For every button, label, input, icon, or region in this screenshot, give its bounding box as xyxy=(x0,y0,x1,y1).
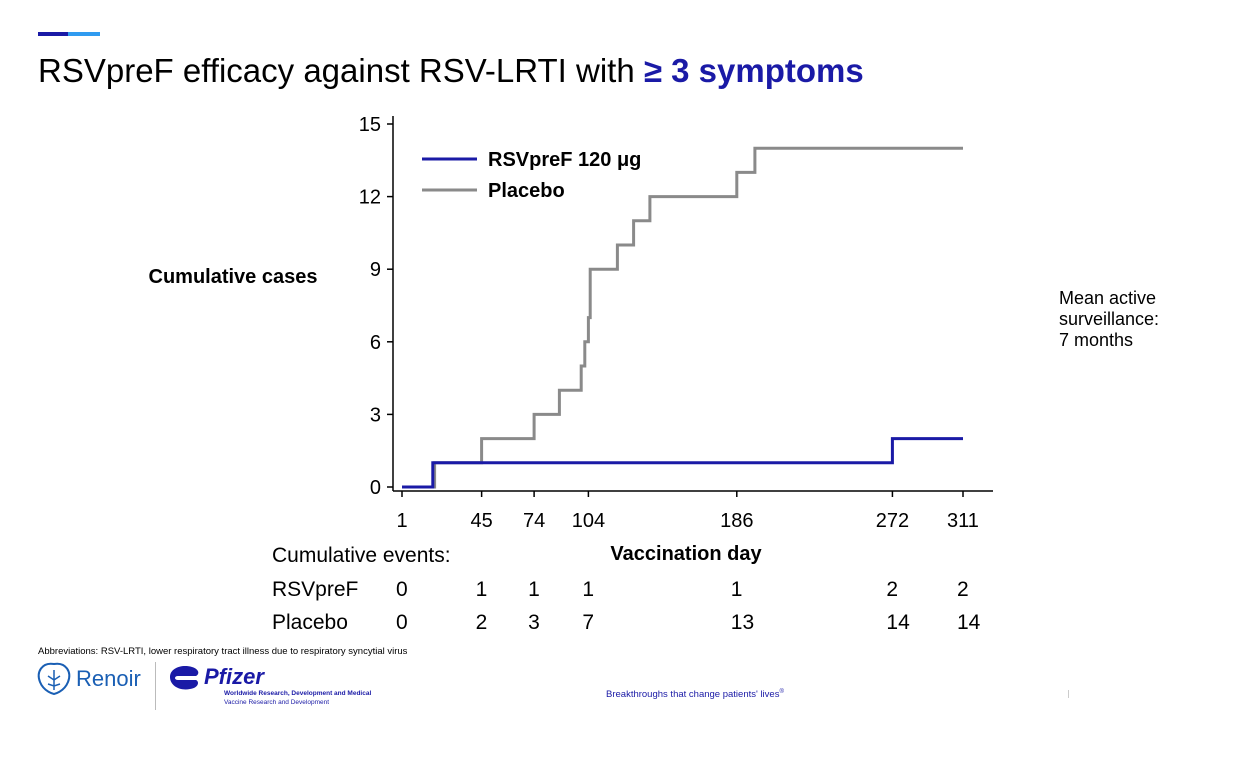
title-accent-bar-light xyxy=(68,32,100,36)
pfizer-wordmark: Pfizer xyxy=(204,664,264,689)
series-line-placebo xyxy=(402,146,963,489)
slide-title: RSVpreF efficacy against RSV-LRTI with ≥… xyxy=(38,52,864,90)
events-cell: 2 xyxy=(886,578,899,601)
events-cell: 1 xyxy=(730,578,743,601)
y-tick-label: 3 xyxy=(370,404,381,426)
registered-mark: ® xyxy=(779,689,784,695)
title-highlight: ≥ 3 symptoms xyxy=(643,52,864,89)
pfizer-division: Worldwide Research, Development and Medi… xyxy=(224,690,372,697)
tagline-text: Breakthroughs that change patients' live… xyxy=(606,689,780,701)
renoir-logo: Renoir xyxy=(34,656,154,696)
events-cell: 1 xyxy=(528,578,540,601)
x-tick-label: 311 xyxy=(947,510,979,532)
events-cell: 3 xyxy=(528,611,540,634)
y-tick-label: 6 xyxy=(370,332,381,354)
footer-tagline: Breakthroughs that change patients' live… xyxy=(606,689,784,700)
events-cell: 1 xyxy=(582,578,595,601)
x-tick-label: 186 xyxy=(720,510,753,532)
y-tick-label: 12 xyxy=(359,187,381,209)
events-cell: 13 xyxy=(730,611,755,634)
y-tick-label: 0 xyxy=(370,477,381,499)
legend-label: Placebo xyxy=(488,180,565,202)
x-axis-label: Vaccination day xyxy=(610,543,762,565)
events-cell: 14 xyxy=(957,611,981,634)
events-cell: 1 xyxy=(475,578,488,601)
x-tick-label: 104 xyxy=(572,510,605,532)
events-row-label: RSVpreF xyxy=(272,578,359,601)
chart-legend: RSVpreF 120 μg Placebo xyxy=(422,149,641,202)
x-tick-label: 272 xyxy=(876,510,909,532)
x-tick-label: 74 xyxy=(523,510,545,532)
renoir-wordmark: Renoir xyxy=(76,666,141,691)
chart-series xyxy=(402,146,963,489)
events-cell: 0 xyxy=(396,611,408,634)
events-cell: 14 xyxy=(886,611,910,634)
renoir-emblem-icon xyxy=(37,662,71,696)
events-cell: 0 xyxy=(396,578,408,601)
legend-label: RSVpreF 120 μg xyxy=(488,149,641,171)
pfizer-subdivision: Vaccine Research and Development xyxy=(224,699,330,706)
surveillance-note-line: surveillance: xyxy=(1059,309,1160,329)
cumulative-events-table: Cumulative events: RSVpreF Placebo 0 1 1 1 1… xyxy=(272,544,992,636)
events-cell: 7 xyxy=(582,611,595,634)
events-table-header: Cumulative events: xyxy=(272,544,451,567)
logo-divider xyxy=(155,662,156,710)
title-accent-bar xyxy=(38,32,68,36)
events-cell: 2 xyxy=(475,611,488,634)
events-cell: 2 xyxy=(957,578,969,601)
abbreviations-footnote: Abbreviations: RSV-LRTI, lower respirato… xyxy=(38,646,408,657)
surveillance-note-line: 7 months xyxy=(1059,330,1134,350)
y-axis-label: Cumulative cases xyxy=(149,266,318,288)
footer-separator xyxy=(1068,690,1069,698)
y-tick-label: 15 xyxy=(359,114,381,136)
title-plain: RSVpreF efficacy against RSV-LRTI with xyxy=(38,52,644,89)
chart-axes: 0 3 6 9 12 15 1 45 74 104 186 272 311 xyxy=(359,114,993,532)
y-tick-label: 9 xyxy=(370,259,381,281)
surveillance-note: Mean active surveillance: 7 months xyxy=(1059,288,1159,351)
surveillance-note-line: Mean active xyxy=(1059,288,1157,308)
series-line-rsvpref xyxy=(402,437,963,489)
x-tick-label: 45 xyxy=(471,510,493,532)
events-row-label: Placebo xyxy=(272,611,348,634)
pfizer-pill-icon xyxy=(170,666,199,690)
x-tick-label: 1 xyxy=(396,510,407,532)
